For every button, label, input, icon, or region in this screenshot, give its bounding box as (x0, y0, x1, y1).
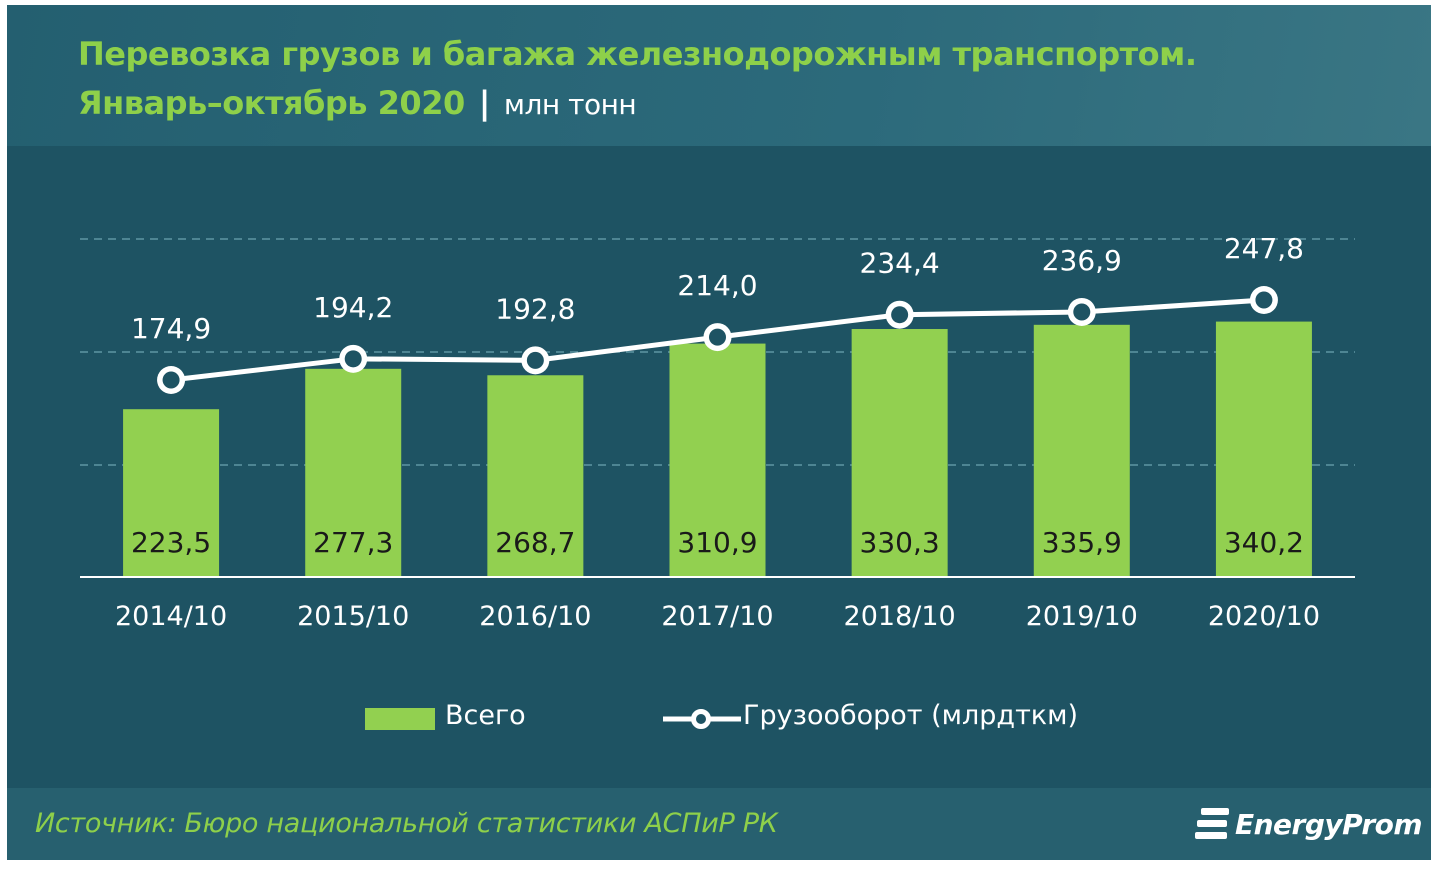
line-point-inner (1073, 303, 1091, 321)
bar-value-label: 310,9 (677, 526, 757, 559)
bar-value-label: 277,3 (313, 526, 393, 559)
chart-header: Перевозка грузов и багажа железнодорожны… (7, 5, 1431, 146)
legend-bar-label: Всего (445, 700, 526, 731)
bar-value-label: 268,7 (495, 526, 575, 559)
x-tick-label: 2016/10 (479, 601, 591, 632)
legend-bar-swatch (365, 708, 435, 730)
line-point-inner (1255, 291, 1273, 309)
bar-2018/10 (851, 329, 948, 577)
line-value-label: 174,9 (131, 312, 211, 345)
bar-2020/10 (1215, 321, 1312, 577)
line-point-inner (526, 351, 544, 369)
line-value-label: 234,4 (860, 247, 940, 280)
chart-period: Январь–октябрь 2020 (78, 84, 465, 122)
line-value-label: 214,0 (677, 269, 757, 302)
bar-2015/10 (305, 368, 402, 577)
bar-2014/10 (123, 409, 220, 577)
legend-line-series: Грузооборот (млрдткм) (661, 698, 1121, 738)
source-note: Источник: Бюро национальной статистики А… (35, 808, 778, 839)
chart-card: Перевозка грузов и багажа железнодорожны… (7, 5, 1431, 860)
brand-name: EnergyProm (1235, 808, 1423, 841)
chart-footer: Источник: Бюро национальной статистики А… (7, 788, 1431, 860)
bar-value-label: 335,9 (1042, 526, 1122, 559)
x-tick-label: 2019/10 (1026, 601, 1138, 632)
x-tick-label: 2017/10 (661, 601, 773, 632)
chart-title: Перевозка грузов и багажа железнодорожны… (78, 35, 1197, 73)
line-point-inner (344, 350, 362, 368)
chart-unit: млн тонн (503, 88, 637, 121)
line-point-inner (709, 328, 726, 346)
bar-value-label: 330,3 (860, 526, 940, 559)
bar-2019/10 (1033, 324, 1130, 577)
line-point-inner (891, 306, 909, 324)
chart-subtitle: Январь–октябрь 2020 | млн тонн (78, 84, 637, 122)
legend-bar-series: Всего (365, 698, 565, 738)
legend-line-label: Грузооборот (млрдткм) (743, 700, 1079, 731)
line-value-label: 236,9 (1042, 244, 1122, 277)
x-tick-label: 2015/10 (297, 601, 409, 632)
line-value-label: 192,8 (495, 292, 575, 325)
bar-value-label: 340,2 (1224, 526, 1304, 559)
x-tick-label: 2014/10 (115, 601, 227, 632)
energyprom-logo-icon (1195, 808, 1229, 842)
title-separator: | (478, 84, 491, 122)
legend-line-swatch (663, 709, 741, 729)
line-value-label: 194,2 (313, 291, 393, 324)
chart-plot: 223,5 277,3 268,7 310,9 330,3 335,9 340,2 2014/… (80, 232, 1355, 632)
bar-2017/10 (669, 343, 766, 577)
x-tick-label: 2018/10 (844, 601, 956, 632)
bar-2016/10 (487, 375, 584, 577)
x-tick-label: 2020/10 (1208, 601, 1320, 632)
line-point-inner (162, 371, 180, 389)
bar-value-label: 223,5 (131, 526, 211, 559)
line-value-label: 247,8 (1224, 232, 1304, 265)
